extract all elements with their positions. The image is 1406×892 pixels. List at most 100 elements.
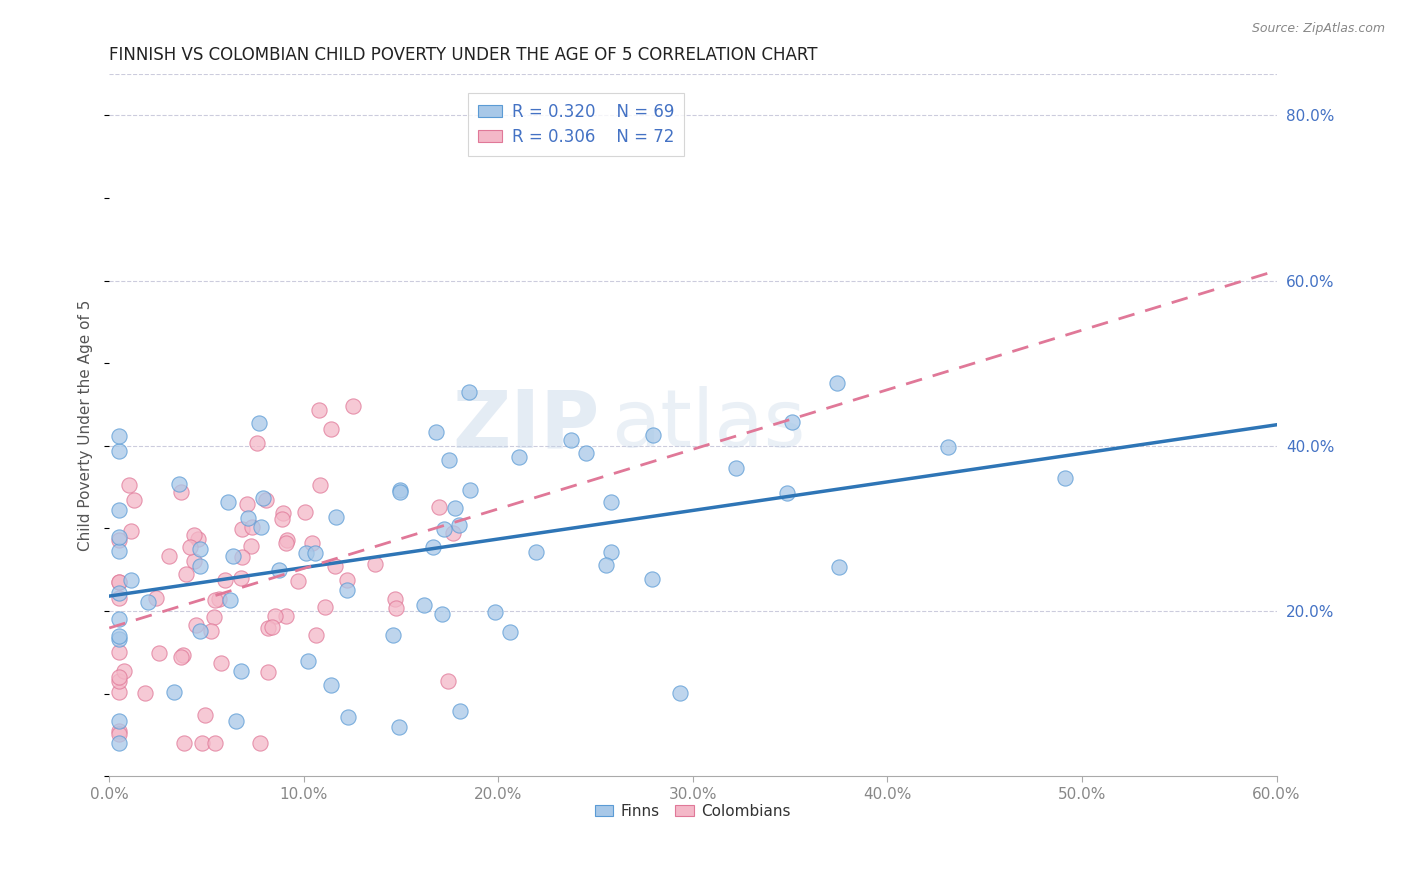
Point	[252, 491, 274, 505]
Point	[188, 542, 211, 557]
Point	[600, 495, 623, 509]
Point	[231, 571, 253, 585]
Legend: Finns, Colombians: Finns, Colombians	[589, 797, 797, 825]
Point	[108, 727, 131, 741]
Point	[287, 574, 309, 589]
Y-axis label: Child Poverty Under the Age of 5: Child Poverty Under the Age of 5	[79, 300, 93, 551]
Point	[336, 583, 359, 598]
Point	[194, 708, 217, 723]
Point	[240, 539, 263, 553]
Point	[231, 549, 253, 564]
Point	[184, 617, 207, 632]
Point	[309, 478, 332, 492]
Point	[204, 593, 226, 607]
Point	[134, 685, 156, 699]
Point	[449, 704, 471, 718]
Point	[260, 619, 283, 633]
Point	[389, 485, 412, 500]
Point	[782, 415, 804, 429]
Point	[276, 536, 298, 550]
Point	[257, 622, 280, 636]
Point	[263, 609, 285, 624]
Point	[425, 425, 447, 439]
Point	[295, 546, 318, 560]
Point	[323, 559, 346, 574]
Point	[484, 606, 506, 620]
Point	[108, 530, 131, 544]
Point	[308, 403, 330, 417]
Point	[229, 664, 252, 678]
Point	[776, 486, 799, 500]
Point	[200, 624, 222, 638]
Point	[148, 646, 170, 660]
Point	[430, 607, 453, 622]
Point	[305, 628, 328, 642]
Point	[385, 601, 408, 615]
Point	[441, 526, 464, 541]
Point	[219, 592, 242, 607]
Point	[191, 736, 214, 750]
Point	[240, 520, 263, 534]
Point	[108, 444, 131, 458]
Point	[217, 495, 239, 509]
Point	[297, 654, 319, 668]
Point	[204, 736, 226, 750]
Point	[169, 649, 191, 664]
Point	[524, 545, 547, 559]
Point	[122, 493, 145, 508]
Point	[641, 428, 664, 442]
Point	[825, 376, 848, 390]
Point	[936, 441, 959, 455]
Point	[246, 436, 269, 450]
Point	[458, 483, 481, 497]
Point	[267, 563, 290, 577]
Point	[276, 533, 298, 548]
Point	[108, 429, 131, 443]
Point	[457, 384, 479, 399]
Point	[247, 416, 270, 430]
Point	[427, 500, 450, 515]
Point	[202, 610, 225, 624]
Point	[214, 574, 236, 588]
Point	[108, 574, 131, 589]
Point	[271, 506, 294, 520]
Point	[270, 512, 292, 526]
Point	[108, 533, 131, 547]
Point	[1053, 471, 1076, 485]
Point	[319, 678, 342, 692]
Point	[319, 422, 342, 436]
Point	[108, 736, 131, 750]
Point	[108, 612, 131, 626]
Point	[314, 599, 336, 614]
Point	[325, 510, 347, 524]
Point	[209, 657, 232, 671]
Point	[108, 674, 131, 689]
Point	[117, 478, 139, 492]
Point	[447, 517, 470, 532]
Point	[413, 598, 436, 612]
Point	[188, 559, 211, 574]
Point	[342, 399, 364, 413]
Point	[437, 452, 460, 467]
Text: FINNISH VS COLOMBIAN CHILD POVERTY UNDER THE AGE OF 5 CORRELATION CHART: FINNISH VS COLOMBIAN CHILD POVERTY UNDER…	[110, 46, 818, 64]
Point	[108, 670, 131, 684]
Point	[167, 476, 190, 491]
Point	[108, 629, 131, 643]
Point	[225, 714, 247, 729]
Point	[828, 560, 851, 574]
Point	[108, 714, 131, 728]
Point	[108, 503, 131, 517]
Point	[145, 591, 167, 606]
Point	[508, 450, 530, 464]
Point	[250, 519, 273, 533]
Point	[336, 710, 359, 724]
Point	[187, 533, 209, 547]
Point	[560, 433, 582, 447]
Point	[179, 541, 201, 555]
Point	[249, 736, 271, 750]
Point	[170, 485, 193, 500]
Point	[301, 536, 323, 550]
Point	[276, 608, 298, 623]
Point	[382, 628, 405, 642]
Point	[108, 591, 131, 605]
